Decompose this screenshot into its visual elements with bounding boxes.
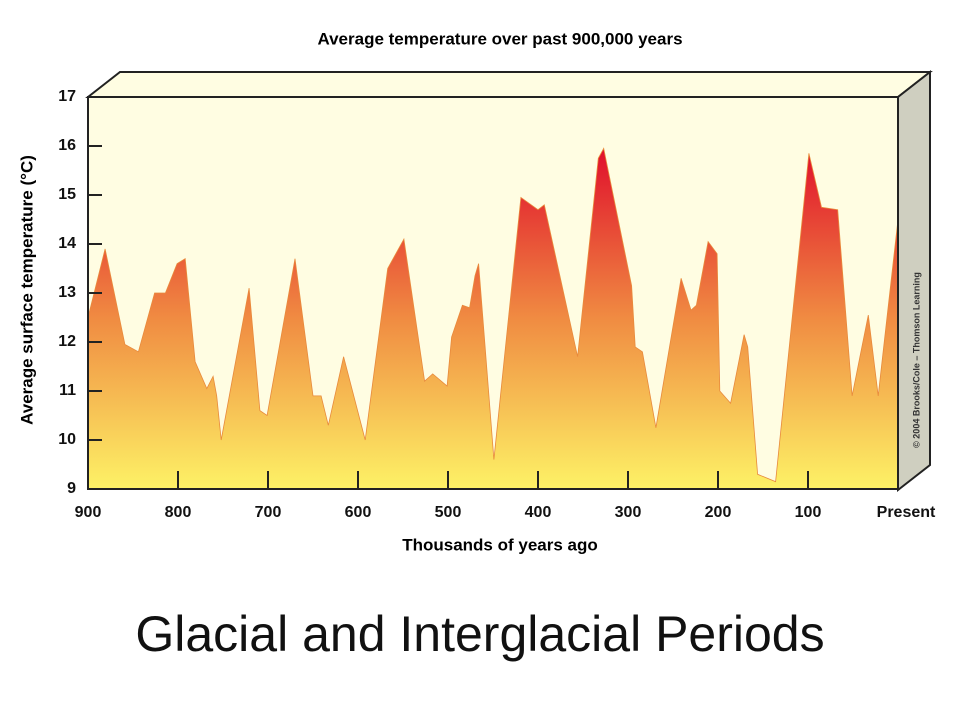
x-tick-label: 200 xyxy=(705,504,732,521)
y-tick-label: 11 xyxy=(59,382,76,399)
y-tick-label: 14 xyxy=(58,235,76,252)
y-tick-label: 12 xyxy=(58,333,76,350)
plot-background xyxy=(87,96,899,490)
x-tick-label: 100 xyxy=(795,504,822,521)
y-tick-label: 10 xyxy=(58,431,76,448)
y-tick-label: 15 xyxy=(58,186,76,203)
x-axis-label: Thousands of years ago xyxy=(402,535,598,554)
x-tick-label: 700 xyxy=(255,504,282,521)
plot-frame xyxy=(87,96,899,490)
temperature-area xyxy=(87,147,899,490)
caption: Glacial and Interglacial Periods xyxy=(135,606,824,662)
x-tick-label: 300 xyxy=(615,504,642,521)
x-tick-label: 600 xyxy=(345,504,372,521)
x-tick-label: 900 xyxy=(75,504,102,521)
y-axis-label: Average surface temperature (°C) xyxy=(17,155,36,425)
chart-title: Average temperature over past 900,000 ye… xyxy=(317,29,682,48)
x-tick-label: 500 xyxy=(435,504,462,521)
y-tick-label: 17 xyxy=(58,88,76,105)
y-tick-label: 16 xyxy=(58,137,76,154)
x-tick-label: 400 xyxy=(525,504,552,521)
box-top xyxy=(85,71,933,98)
x-tick-label: Present xyxy=(877,504,936,521)
y-tick-label: 13 xyxy=(58,284,76,301)
credit: © 2004 Brooks/Cole – Thomson Learning xyxy=(911,272,921,448)
y-tick-label: 9 xyxy=(67,480,76,497)
x-tick-label: 800 xyxy=(165,504,192,521)
